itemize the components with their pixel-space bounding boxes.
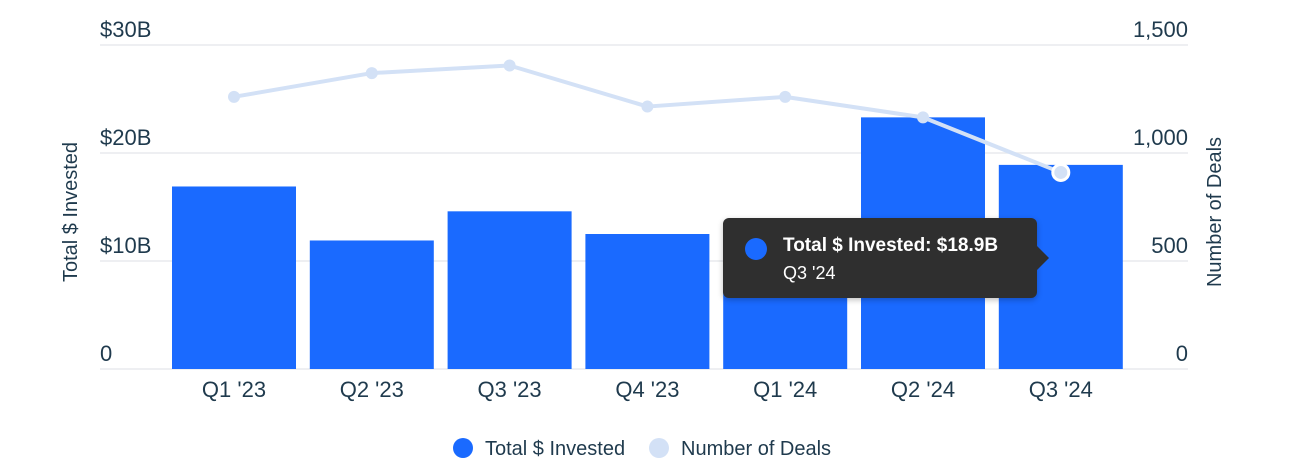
- deals-point: [503, 59, 516, 72]
- y-left-tick-label: $30B: [100, 17, 151, 42]
- x-tick-label: Q1 '24: [753, 377, 817, 402]
- deals-point: [641, 100, 654, 113]
- bar: [447, 211, 572, 369]
- x-tick-label: Q2 '23: [340, 377, 404, 402]
- y-left-tick-label: $20B: [100, 125, 151, 150]
- tooltip-series-dot: [745, 238, 767, 260]
- x-tick-label: Q1 '23: [202, 377, 266, 402]
- tooltip-subtitle: Q3 '24: [783, 263, 836, 283]
- y-left-tick-label: $10B: [100, 233, 151, 258]
- y-right-tick-label: 1,000: [1133, 125, 1188, 150]
- x-tick-label: Q3 '23: [478, 377, 542, 402]
- legend-label: Total $ Invested: [485, 438, 625, 460]
- bar: [172, 186, 296, 369]
- deals-point: [1051, 162, 1071, 182]
- tooltip-title: Total $ Invested: $18.9B: [783, 235, 999, 256]
- x-tick-label: Q3 '24: [1029, 377, 1093, 402]
- x-tick-label: Q4 '23: [615, 377, 679, 402]
- chart-tooltip: Total $ Invested: $18.9B Q3 '24: [723, 218, 1049, 298]
- deals-point: [917, 111, 929, 124]
- y-right-axis-title: Number of Deals: [1204, 137, 1226, 287]
- deals-point: [365, 67, 378, 80]
- y-right-tick-label: 0: [1176, 341, 1188, 366]
- legend-label: Number of Deals: [681, 438, 831, 460]
- y-left-axis-title: Total $ Invested: [60, 142, 82, 282]
- y-right-tick-label: 1,500: [1133, 17, 1188, 42]
- deals-point: [779, 90, 792, 103]
- legend-marker: [649, 438, 669, 458]
- bar: [585, 234, 710, 369]
- deals-point: [228, 90, 240, 103]
- legend-marker: [453, 438, 473, 458]
- y-left-tick-label: 0: [100, 341, 112, 366]
- x-tick-label: Q2 '24: [891, 377, 955, 402]
- y-right-tick-label: 500: [1151, 233, 1188, 258]
- bar: [309, 240, 434, 369]
